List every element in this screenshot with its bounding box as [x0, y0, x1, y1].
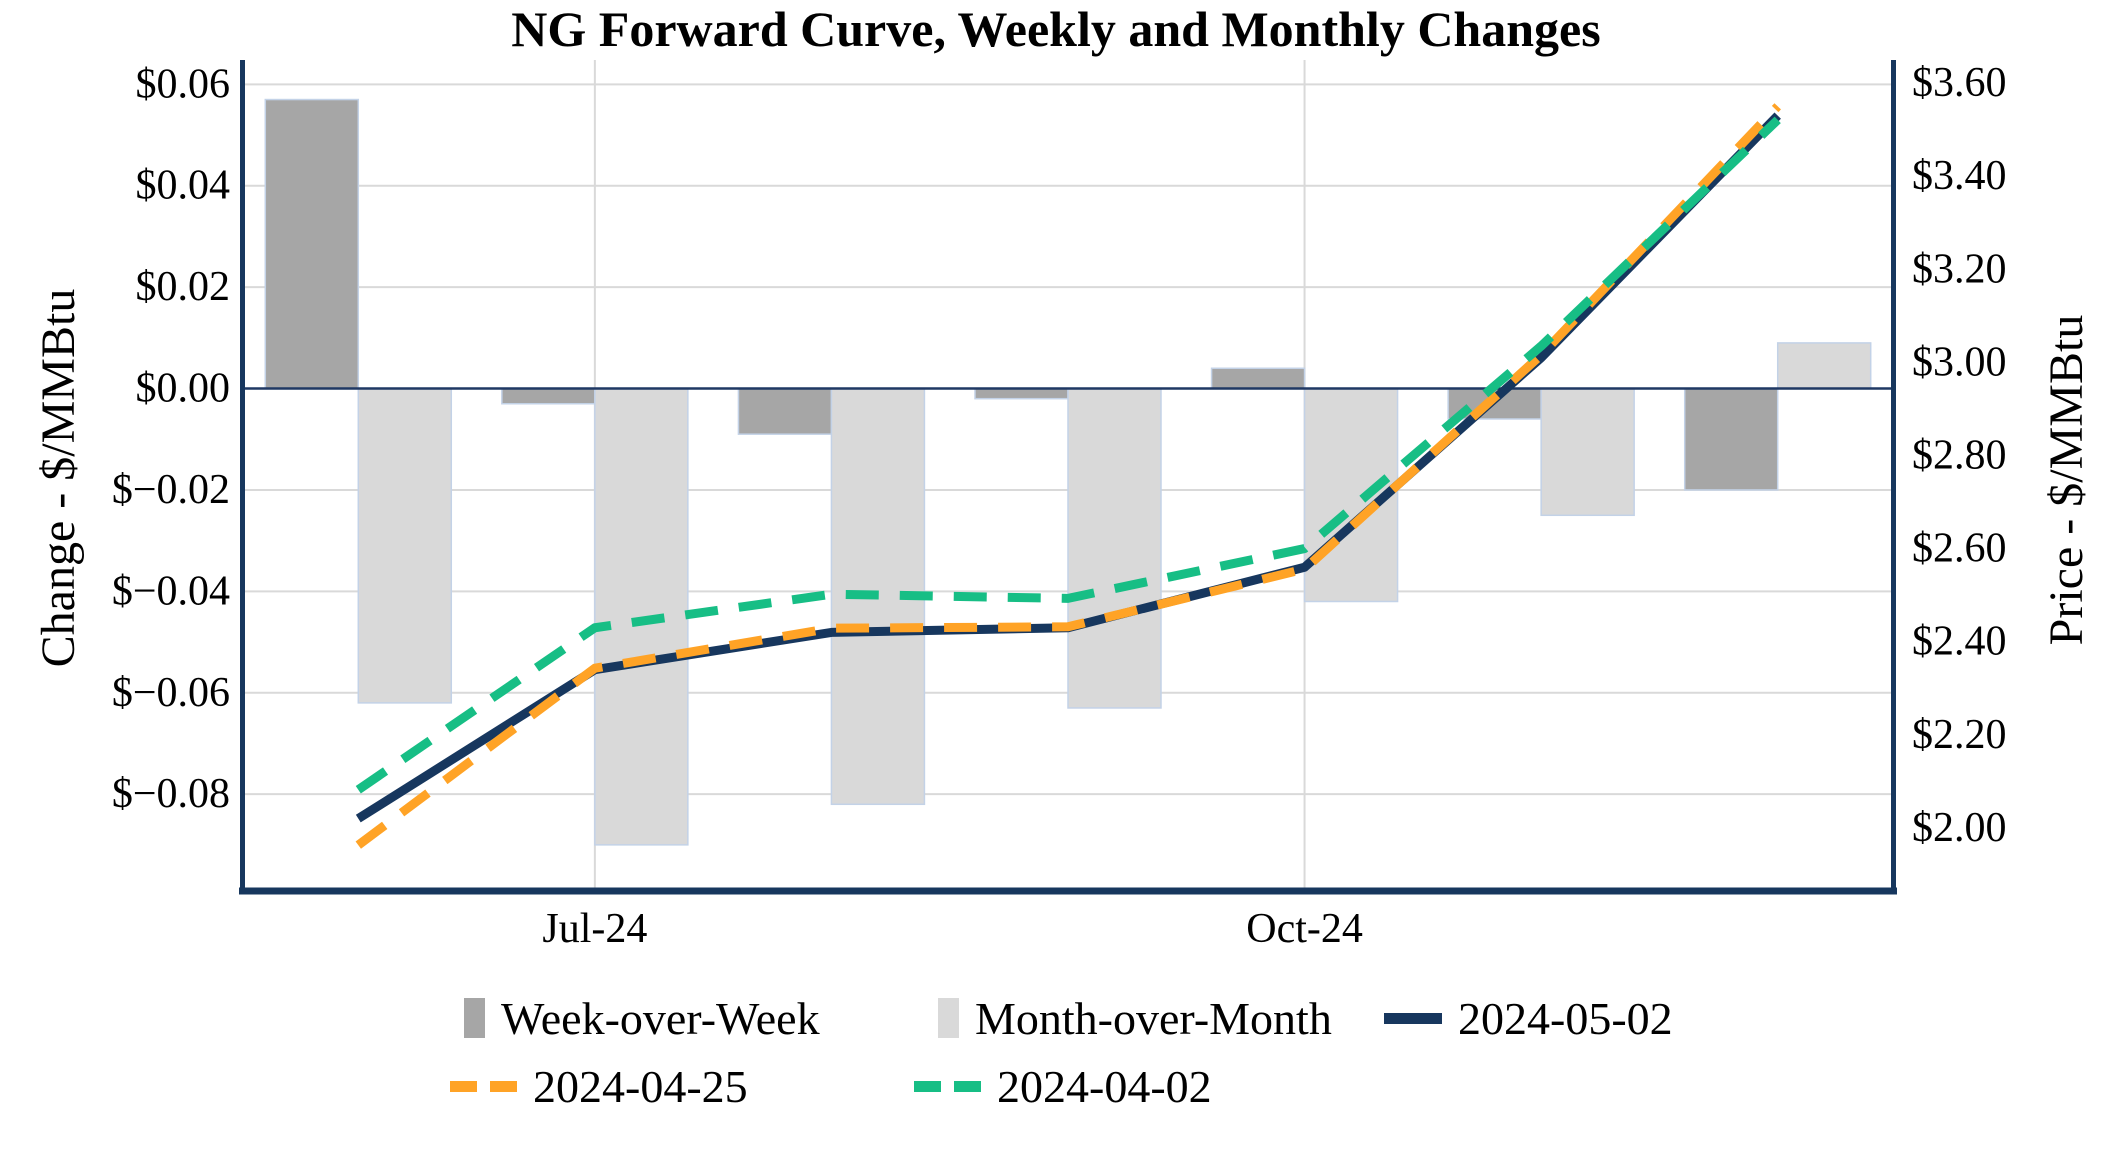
left-axis-tick-label: $0.02	[136, 264, 231, 310]
right-axis-tick-label: $2.00	[1912, 805, 2007, 851]
left-axis-title: Change - $/MMBtu	[31, 288, 85, 668]
legend-label: 2024-04-02	[997, 1060, 1212, 1112]
legend-label: Week-over-Week	[501, 992, 820, 1044]
bar-week-over-week	[737, 387, 833, 435]
bar-week-over-week	[1210, 367, 1306, 390]
legend-item-2024-04-25: 2024-04-25	[450, 1058, 748, 1114]
week-over-week-swatch-icon	[464, 998, 485, 1038]
bar-week-over-week	[1683, 387, 1779, 491]
left-axis-tick-label: $−0.08	[112, 771, 230, 817]
bar-month-over-month	[357, 387, 453, 704]
left-axis-tick-label: $0.06	[136, 61, 231, 107]
legend-item-week-over-week: Week-over-Week	[464, 990, 820, 1046]
bar-week-over-week	[974, 387, 1069, 400]
right-axis-tick-label: $2.60	[1912, 526, 2007, 572]
legend-label: 2024-04-25	[533, 1060, 748, 1112]
right-axis-tick-label: $2.80	[1912, 432, 2007, 478]
bar-month-over-month	[1776, 342, 1872, 390]
left-axis-tick-label: $−0.04	[112, 568, 230, 614]
right-axis-tick-label: $3.40	[1912, 153, 2007, 199]
left-axis-tick-label: $0.00	[136, 366, 231, 412]
bar-week-over-week	[264, 98, 360, 390]
bar-month-over-month	[1067, 387, 1162, 709]
line-2024-04-02	[355, 116, 1781, 794]
legend-item-month-over-month: Month-over-Month	[938, 990, 1332, 1046]
right-axis-tick-label: $2.40	[1912, 619, 2007, 665]
line-2024-04-25	[355, 103, 1781, 849]
x-axis-tick-label: Jul-24	[542, 906, 647, 952]
chart-title: NG Forward Curve, Weekly and Monthly Cha…	[511, 1, 1601, 57]
right-axis-tick-label: $3.00	[1912, 339, 2007, 385]
legend-item-2024-04-02: 2024-04-02	[914, 1058, 1212, 1114]
left-axis-tick-label: $−0.06	[112, 670, 230, 716]
left-axis-tick-label: $0.04	[136, 163, 231, 209]
month-over-month-swatch-icon	[938, 998, 959, 1038]
orange-dashed-line-swatch-icon	[450, 1080, 517, 1092]
legend-item-2024-05-02: 2024-05-02	[1384, 990, 1673, 1046]
legend-label: 2024-05-02	[1458, 992, 1673, 1044]
right-axis-tick-label: $3.20	[1912, 246, 2007, 292]
left-axis-tick-label: $−0.02	[112, 467, 230, 513]
green-dashed-line-swatch-icon	[914, 1080, 981, 1092]
right-axis-title: Price - $/MMBtu	[2039, 314, 2093, 646]
legend-label: Month-over-Month	[975, 992, 1332, 1044]
bar-month-over-month	[1540, 387, 1635, 517]
bar-week-over-week	[501, 387, 596, 405]
right-axis-tick-label: $3.60	[1912, 60, 2007, 106]
x-axis-tick-label: Oct-24	[1246, 906, 1363, 952]
solid-line-swatch-icon	[1384, 1012, 1442, 1024]
right-axis-tick-label: $2.20	[1912, 712, 2007, 758]
